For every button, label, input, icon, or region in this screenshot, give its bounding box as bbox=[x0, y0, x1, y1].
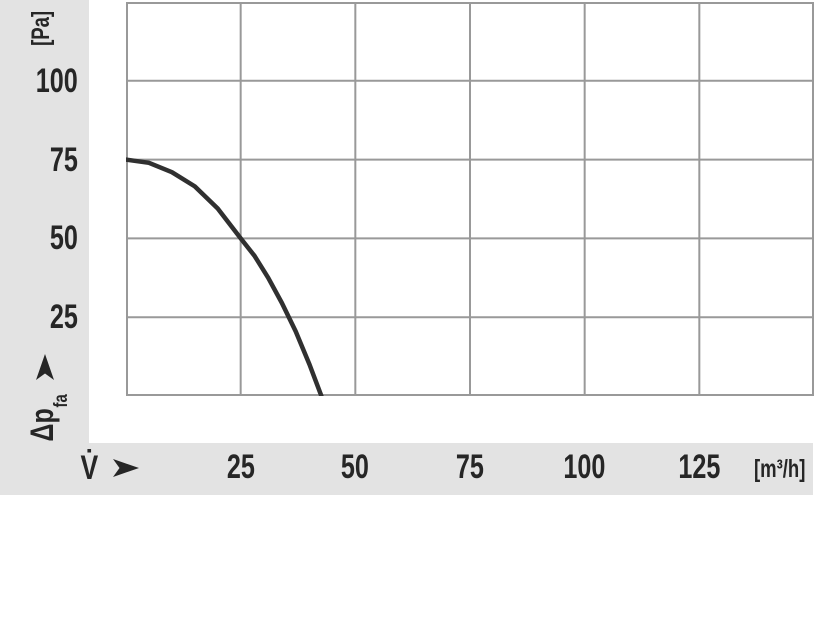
x-tick-label: 50 bbox=[341, 448, 370, 486]
up-arrow-icon bbox=[36, 354, 54, 381]
y-tick-label: 75 bbox=[50, 140, 78, 179]
y-axis-unit-label: [Pa] bbox=[27, 0, 55, 58]
y-axis-symbol: Δpfa bbox=[23, 394, 72, 442]
x-tick-label: 25 bbox=[226, 448, 255, 486]
y-axis-title: Δpfa bbox=[23, 354, 72, 444]
y-axis-subscript: fa bbox=[51, 394, 73, 408]
x-tick-label: 125 bbox=[678, 448, 721, 486]
x-axis-title: V̇ bbox=[78, 449, 139, 487]
x-axis-unit-text: [m³/h] bbox=[754, 455, 806, 483]
y-tick-label: 100 bbox=[36, 61, 78, 100]
plot-border bbox=[126, 2, 814, 396]
x-tick-label: 100 bbox=[563, 448, 606, 486]
plot-area bbox=[126, 2, 814, 396]
y-axis-symbol-text: Δp bbox=[23, 407, 60, 442]
y-axis-band bbox=[0, 0, 89, 495]
right-arrow-icon bbox=[112, 459, 139, 477]
y-axis-unit-text: [Pa] bbox=[27, 10, 55, 46]
x-tick-label: 75 bbox=[455, 448, 484, 486]
y-tick-label: 25 bbox=[50, 298, 78, 337]
air-flow-vs-pressure-curve bbox=[126, 157, 324, 396]
y-tick-label: 50 bbox=[50, 219, 78, 258]
x-axis-symbol: V̇ bbox=[80, 448, 99, 487]
x-axis-unit-label: [m³/h] bbox=[745, 454, 815, 484]
